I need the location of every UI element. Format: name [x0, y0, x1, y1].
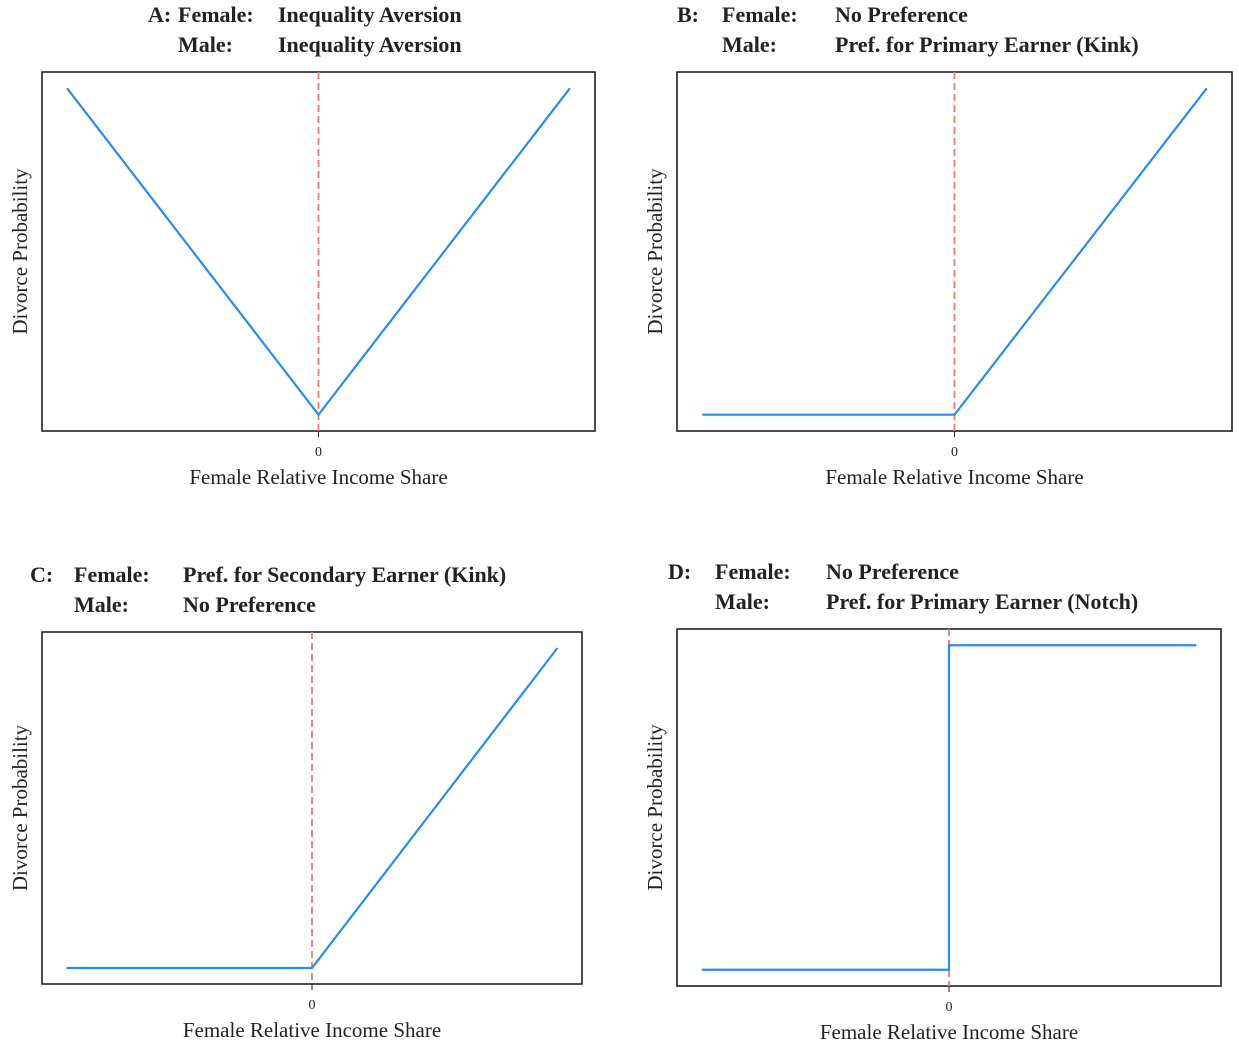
title-value: No Preference	[835, 2, 968, 27]
title-value: No Preference	[826, 559, 959, 584]
x-axis-label: Female Relative Income Share	[189, 465, 447, 489]
title-key: Male:	[74, 592, 129, 617]
x-tick-label: 0	[315, 445, 322, 460]
data-line	[66, 87, 571, 417]
x-axis-label: Female Relative Income Share	[183, 1018, 441, 1042]
x-tick-label: 0	[951, 445, 958, 460]
title-key: Male:	[715, 589, 770, 614]
panel-label: B:	[677, 2, 699, 27]
title-value: Inequality Aversion	[278, 32, 462, 57]
title-key: Female:	[74, 562, 150, 587]
title-key: Female:	[715, 559, 791, 584]
title-key: Female:	[722, 2, 798, 27]
x-tick-label: 0	[309, 998, 316, 1013]
x-axis-label: Female Relative Income Share	[825, 465, 1083, 489]
title-key: Male:	[722, 32, 777, 57]
title-value: No Preference	[183, 592, 316, 617]
data-line	[66, 647, 559, 970]
panel-label: A:	[148, 2, 171, 27]
y-axis-label: Divorce Probability	[643, 724, 667, 891]
title-key: Male:	[178, 32, 233, 57]
x-tick-label: 0	[946, 1000, 953, 1015]
panel-label: D:	[668, 559, 691, 584]
title-value: Pref. for Secondary Earner (Kink)	[183, 562, 506, 587]
x-axis-label: Female Relative Income Share	[820, 1020, 1078, 1044]
y-axis-label: Divorce Probability	[8, 168, 32, 335]
title-value: Pref. for Primary Earner (Kink)	[835, 32, 1139, 57]
data-line	[702, 87, 1208, 416]
data-line	[701, 644, 1197, 971]
title-value: Pref. for Primary Earner (Notch)	[826, 589, 1138, 614]
title-value: Inequality Aversion	[278, 2, 462, 27]
panel-label: C:	[30, 562, 53, 587]
y-axis-label: Divorce Probability	[8, 724, 32, 891]
title-key: Female:	[178, 2, 254, 27]
y-axis-label: Divorce Probability	[643, 168, 667, 335]
